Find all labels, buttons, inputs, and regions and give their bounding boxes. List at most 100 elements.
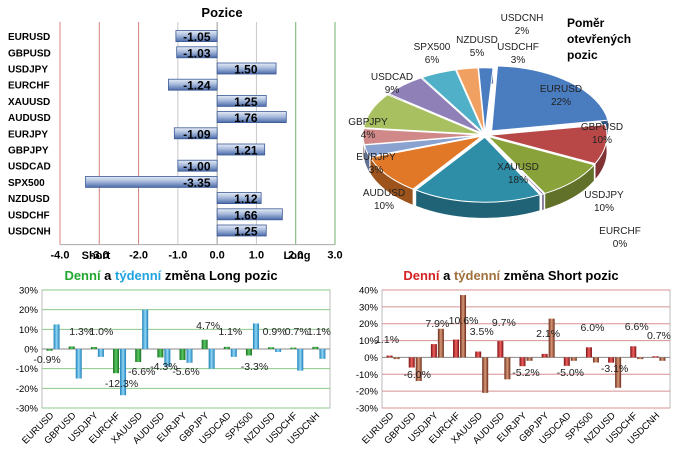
position-bar xyxy=(216,192,262,205)
weekly-bar xyxy=(637,357,644,360)
y-tick-label: 20% xyxy=(19,305,39,316)
y-tick-label: 0% xyxy=(364,353,378,364)
pie-value-label: 22% xyxy=(551,97,571,108)
y-tick-label: -10% xyxy=(356,370,379,381)
daily-bar xyxy=(157,349,164,358)
daily-value-label: -5.0% xyxy=(557,367,584,379)
daily-bar xyxy=(408,357,415,368)
positions-title: Pozice xyxy=(201,5,242,20)
weekly-bar xyxy=(53,324,60,349)
daily-bar xyxy=(223,346,230,349)
pie-slice xyxy=(387,77,483,134)
weekly-bar xyxy=(460,295,467,358)
weekly-bar xyxy=(297,349,304,371)
y-tick-label: 0% xyxy=(24,345,38,356)
title-rest: změna Long pozic xyxy=(161,268,277,283)
daily-bar xyxy=(652,356,659,358)
pie-title-line-3: pozic xyxy=(567,48,598,62)
daily-bar xyxy=(312,346,319,349)
category-label: USDCAD xyxy=(8,162,51,173)
daily-bar xyxy=(630,346,637,358)
daily-bar xyxy=(201,339,208,349)
position-value-label: 1.25 xyxy=(234,95,258,109)
weekly-bar xyxy=(319,349,326,359)
x-tick-label: 1.0 xyxy=(249,250,264,262)
title-rest: změna Short pozic xyxy=(500,268,618,283)
weekly-bar xyxy=(208,349,215,369)
weekly-bar xyxy=(120,349,127,396)
y-tick-label: 40% xyxy=(359,286,379,297)
pie-value-label: 10% xyxy=(592,135,612,146)
pie-slice xyxy=(478,67,494,133)
daily-value-label: 0.9% xyxy=(263,326,287,338)
daily-bar xyxy=(453,339,460,358)
daily-bar xyxy=(475,351,482,358)
pie-value-label: 3% xyxy=(369,165,384,176)
daily-value-label: 4.7% xyxy=(196,320,220,332)
pie-category-label: SPX500 xyxy=(414,42,451,53)
daily-value-label: -3.3% xyxy=(241,361,268,373)
daily-bar xyxy=(497,341,504,358)
position-value-label: 1.12 xyxy=(234,192,258,206)
x-tick-label: 0.0 xyxy=(209,250,224,262)
daily-bar xyxy=(290,347,297,349)
daily-bar xyxy=(386,355,393,358)
category-label: EURCHF xyxy=(8,81,50,92)
pie-slice xyxy=(455,67,485,134)
pie-category-label: NZDUSD xyxy=(456,35,498,46)
long-change-title: Denní a týdenní změna Long pozic xyxy=(64,268,277,283)
pie-title-line-2: otevřených xyxy=(567,32,631,46)
daily-value-label: -4.3% xyxy=(150,361,177,373)
daily-bar xyxy=(608,357,615,363)
position-bar xyxy=(216,62,277,75)
pie-slice xyxy=(363,94,482,135)
daily-bar xyxy=(68,346,75,349)
pie-category-label: USDCNH xyxy=(501,13,544,24)
x-tick-label: 2.0 xyxy=(288,250,303,262)
y-tick-label: -20% xyxy=(356,387,379,398)
daily-bar xyxy=(113,349,120,374)
pie-title-line-1: Poměr xyxy=(567,16,605,30)
daily-value-label: 6.6% xyxy=(625,321,649,333)
pie-category-label: XAUUSD xyxy=(497,162,539,173)
position-value-label: -3.35 xyxy=(183,176,211,190)
y-tick-label: -20% xyxy=(16,384,39,395)
category-label: NZDUSD xyxy=(8,194,50,205)
y-tick-label: -30% xyxy=(356,404,379,415)
long-label: Long xyxy=(284,250,311,262)
plot-frame xyxy=(381,289,671,409)
x-tick-label: -1.0 xyxy=(168,250,187,262)
daily-bar xyxy=(135,349,142,362)
daily-bar xyxy=(245,349,252,356)
pie-slice xyxy=(362,128,482,146)
pie-category-label: EURUSD xyxy=(540,84,582,95)
pie-value-label: 4% xyxy=(361,130,376,141)
pie-slice xyxy=(491,65,609,132)
y-tick-label: -10% xyxy=(16,364,39,375)
weekly-bar xyxy=(526,357,533,361)
title-daily: Denní xyxy=(64,268,101,283)
y-tick-label: 30% xyxy=(19,286,39,297)
pie-slice xyxy=(414,136,541,203)
pie-category-label: GBPJPY xyxy=(348,117,388,128)
category-label: GBPJPY xyxy=(8,146,49,157)
category-label: USDCHF xyxy=(8,210,50,221)
weekly-bar xyxy=(393,357,400,360)
daily-value-label: 3.5% xyxy=(470,326,494,338)
y-tick-label: -30% xyxy=(16,404,39,415)
pie-slice xyxy=(486,136,545,195)
daily-value-label: 10.6% xyxy=(449,315,479,327)
pie-slice-side xyxy=(541,193,545,211)
pie-slice xyxy=(488,124,608,165)
pie-value-label: 2% xyxy=(515,26,530,37)
weekly-bar xyxy=(415,357,422,382)
title-weekly: týdenní xyxy=(454,268,501,283)
pie-value-label: 3% xyxy=(511,55,526,66)
short-change-title: Denní a týdenní změna Short pozic xyxy=(403,268,618,283)
category-label: EURJPY xyxy=(8,129,48,140)
daily-value-label: 0.7% xyxy=(285,326,309,338)
position-bar xyxy=(85,175,218,188)
category-label: USDCNH xyxy=(8,227,51,238)
y-tick-label: 10% xyxy=(359,336,379,347)
daily-value-label: 0.7% xyxy=(647,330,671,342)
